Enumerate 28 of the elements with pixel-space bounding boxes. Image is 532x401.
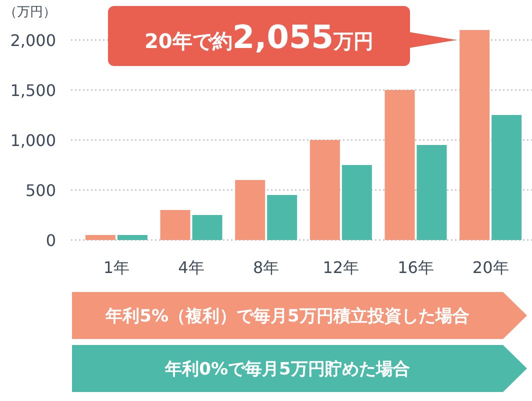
bar bbox=[310, 140, 340, 240]
y-axis-title: （万円） bbox=[4, 5, 56, 20]
x-tick-label: 20年 bbox=[472, 258, 509, 277]
bar bbox=[85, 235, 116, 240]
y-tick-label: 1,500 bbox=[10, 81, 56, 100]
bar bbox=[117, 235, 148, 240]
bar bbox=[235, 180, 266, 240]
y-tick-label: 2,000 bbox=[10, 31, 56, 50]
y-tick-label: 1,000 bbox=[10, 131, 56, 150]
text: 年利0%で毎月5万円貯めた場合 bbox=[164, 360, 410, 380]
picture-callout: 20年で約2,055万円 bbox=[108, 6, 457, 66]
bar bbox=[460, 30, 490, 240]
y-tick-label: 500 bbox=[25, 181, 56, 200]
bar bbox=[192, 215, 222, 240]
x-tick-label: 12年 bbox=[322, 258, 360, 277]
bar bbox=[160, 210, 190, 240]
x-tick-label: 8年 bbox=[252, 258, 280, 277]
bar bbox=[416, 145, 447, 240]
text: 年利5%（複利）で毎月5万円積立投資した場合 bbox=[104, 306, 470, 326]
bar bbox=[384, 90, 415, 240]
x-tick-label: 16年 bbox=[398, 258, 434, 277]
x-tick-label: 4年 bbox=[178, 258, 204, 277]
x-tick-label: 1年 bbox=[103, 258, 130, 277]
bar bbox=[342, 165, 372, 240]
bar bbox=[492, 115, 522, 240]
bar bbox=[267, 195, 298, 240]
annotation: 20年で約2,055万円 bbox=[144, 18, 374, 56]
y-tick-label: 0 bbox=[46, 231, 56, 250]
